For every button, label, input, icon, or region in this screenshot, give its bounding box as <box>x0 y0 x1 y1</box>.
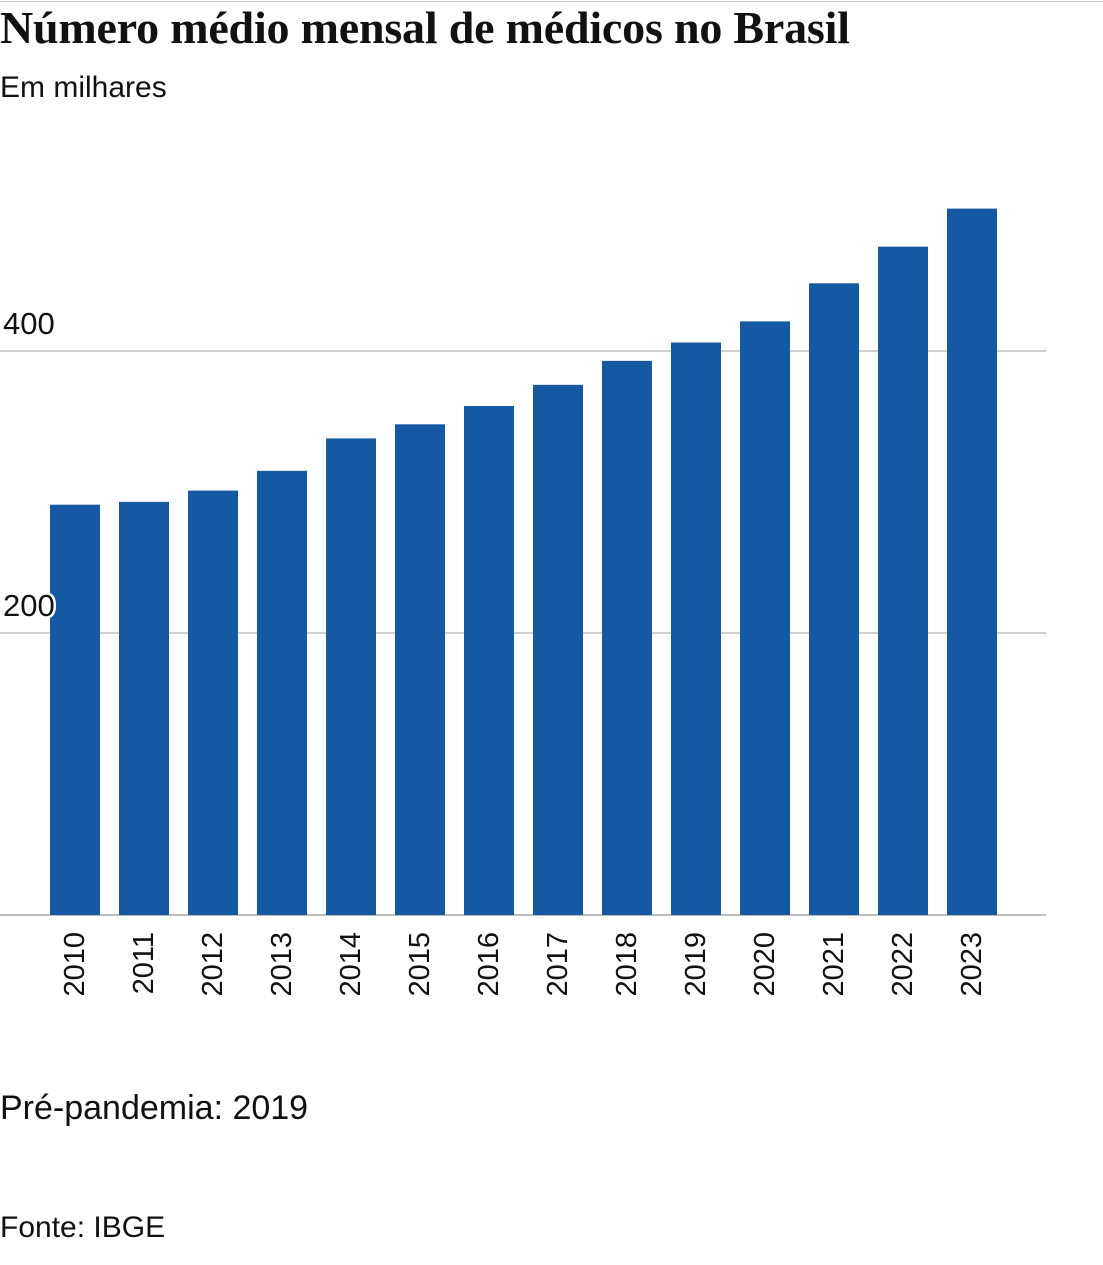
x-tick-label-2016: 2016 <box>473 932 505 997</box>
x-tick-label-2023: 2023 <box>956 932 988 997</box>
y-tick-label-200: 200 <box>3 588 55 623</box>
bar-2010 <box>50 504 100 915</box>
bar-2014 <box>326 438 376 915</box>
x-tick-label-2020: 2020 <box>749 932 781 997</box>
bar-2016 <box>464 405 514 915</box>
x-tick-label-2012: 2012 <box>197 932 229 997</box>
bar-2018 <box>602 360 652 915</box>
chart-title: Número médio mensal de médicos no Brasil <box>0 2 850 53</box>
bar-2022 <box>878 246 928 915</box>
pre-pandemic-note: Pré-pandemia: 2019 <box>0 1089 309 1127</box>
chart-subtitle: Em milhares <box>0 71 167 104</box>
x-tick-label-2021: 2021 <box>818 932 850 997</box>
x-tick-label-2011: 2011 <box>128 932 160 994</box>
bar-2011 <box>119 501 169 915</box>
bar-2015 <box>395 424 445 915</box>
y-tick-label-400: 400 <box>3 306 55 341</box>
bar-2013 <box>257 470 307 915</box>
x-tick-label-2022: 2022 <box>887 932 919 997</box>
bar-2020 <box>740 321 790 915</box>
source-label: Fonte: IBGE <box>0 1211 166 1244</box>
x-tick-label-2014: 2014 <box>335 932 367 997</box>
bar-2012 <box>188 490 238 915</box>
x-axis: 2010 2011 2012 2013 2014 2015 2016 2017 2018 2019… <box>59 932 988 997</box>
bar-2017 <box>533 384 583 916</box>
x-tick-label-2015: 2015 <box>404 932 436 997</box>
x-tick-label-2019: 2019 <box>680 932 712 997</box>
bar-2021 <box>809 283 859 915</box>
bar-2019 <box>671 342 721 915</box>
top-rule <box>0 1 1103 2</box>
y-axis: 200 400 <box>1 304 58 626</box>
bar-2023 <box>947 208 997 916</box>
bars <box>50 208 997 916</box>
gridlines <box>0 350 1046 916</box>
x-tick-label-2018: 2018 <box>611 932 643 997</box>
x-tick-label-2017: 2017 <box>542 932 574 997</box>
x-tick-label-2013: 2013 <box>266 932 298 997</box>
x-tick-label-2010: 2010 <box>59 932 91 997</box>
